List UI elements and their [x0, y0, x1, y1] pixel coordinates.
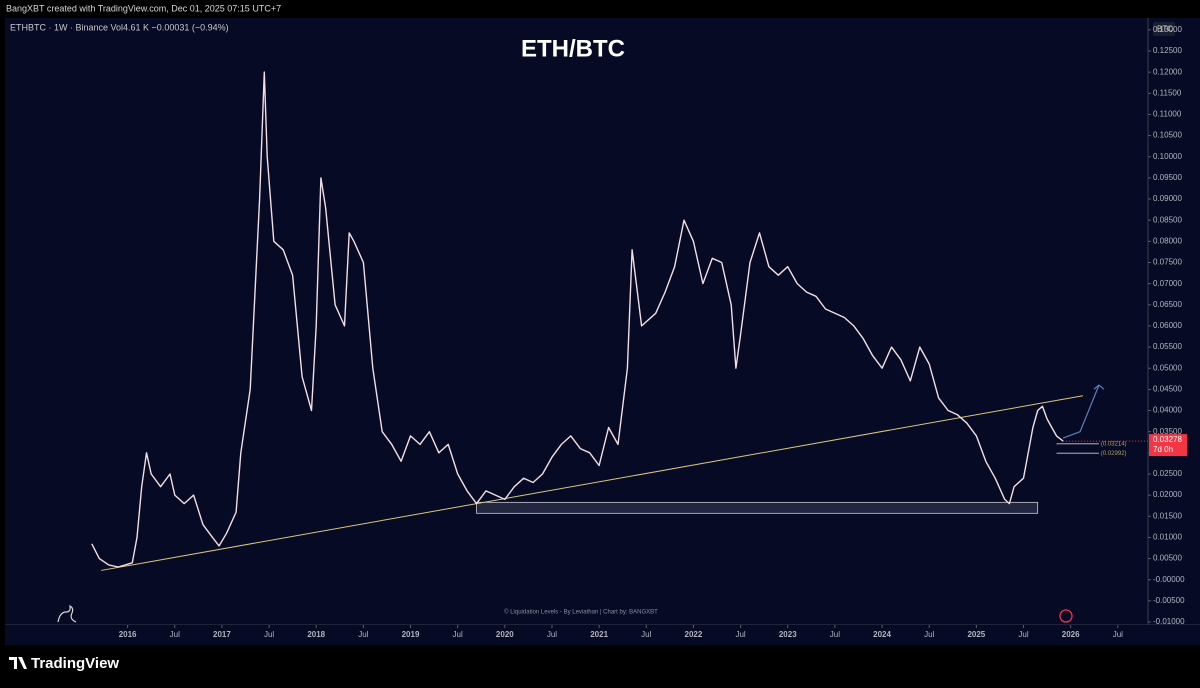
price-line	[91, 71, 1064, 568]
x-tick-label: 2025	[967, 630, 985, 639]
x-tick-label: Jul	[1018, 630, 1028, 639]
y-tick-label: 0.06000	[1153, 321, 1182, 330]
y-tick-label: 0.05500	[1153, 342, 1182, 351]
arrow-head	[1093, 384, 1105, 390]
chart-title: ETH/BTC	[521, 35, 625, 62]
x-tick-label: 2024	[873, 630, 891, 639]
y-tick-label: 0.08000	[1153, 236, 1182, 245]
y-tick-label: -0.00500	[1153, 596, 1185, 605]
x-tick-label: Jul	[170, 630, 180, 639]
x-tick-label: 2020	[496, 630, 514, 639]
x-tick-label: Jul	[547, 630, 557, 639]
brand-name: TradingView	[31, 655, 119, 672]
countdown: 7d 0h	[1153, 445, 1173, 454]
x-tick-label: Jul	[735, 630, 745, 639]
x-tick-label: 2026	[1062, 630, 1080, 639]
y-axis-label: BTC	[1157, 25, 1173, 34]
y-tick-label: 0.02000	[1153, 490, 1182, 499]
x-tick-label: 2019	[402, 630, 420, 639]
last-price-box	[1149, 434, 1187, 457]
y-tick-label: 0.04000	[1153, 406, 1182, 415]
brand-logo	[9, 657, 27, 669]
x-tick-label: 2021	[590, 630, 608, 639]
x-tick-label: Jul	[358, 630, 368, 639]
x-tick-label: Jul	[924, 630, 934, 639]
x-tick-label: 2023	[779, 630, 797, 639]
plot-area	[5, 18, 1148, 625]
event-icon	[1059, 609, 1073, 623]
y-tick-label: 0.09000	[1153, 194, 1182, 203]
y-tick-label: 0.01500	[1153, 511, 1182, 520]
y-tick-label: 0.00500	[1153, 554, 1182, 563]
y-tick-label: 0.12500	[1153, 46, 1182, 55]
y-tick-label: 0.11500	[1153, 88, 1182, 97]
x-tick-label: Jul	[453, 630, 463, 639]
y-tick-label: 0.03500	[1153, 427, 1182, 436]
y-tick-label: 0.11000	[1153, 110, 1182, 119]
symbol-info: ETHBTC · 1W · Binance Vol4.61 K −0.00031…	[10, 22, 229, 32]
support-zone	[476, 501, 1039, 514]
last-price-label: 0.03278	[1153, 435, 1182, 444]
plot-layer: (0.03214) (0.02992)	[91, 71, 1127, 571]
y-tick-label: 0.02500	[1153, 469, 1182, 478]
y-tick-label: 0.13000	[1153, 25, 1182, 34]
level-label: (0.02992)	[1101, 451, 1127, 457]
watermark: © Liquidation Levels - By Leviathan | Ch…	[504, 609, 658, 616]
logo-icon	[57, 604, 77, 623]
y-tick-label: -0.01000	[1153, 617, 1185, 626]
credit: BangXBT created with TradingView.com, De…	[6, 3, 281, 13]
y-tick-label: 0.10500	[1153, 131, 1182, 140]
y-tick-label: 0.08500	[1153, 215, 1182, 224]
y-tick-label: 0.12000	[1153, 67, 1182, 76]
price-axis	[1148, 18, 1200, 625]
time-axis	[5, 625, 1200, 645]
y-tick-label: 0.07500	[1153, 258, 1182, 267]
y-tick-label: 0.07000	[1153, 279, 1182, 288]
x-tick-label: Jul	[830, 630, 840, 639]
x-tick-label: 2016	[119, 630, 137, 639]
y-tick-label: -0.00000	[1153, 575, 1185, 584]
unit-badge	[1153, 22, 1175, 36]
x-tick-label: 2017	[213, 630, 231, 639]
y-tick-label: 0.06500	[1153, 300, 1182, 309]
level-label: (0.03214)	[1101, 441, 1127, 447]
y-tick-label: 0.10000	[1153, 152, 1182, 161]
x-tick-label: Jul	[641, 630, 651, 639]
y-tick-label: 0.09500	[1153, 173, 1182, 182]
x-tick-label: Jul	[264, 630, 274, 639]
x-tick-label: 2022	[685, 630, 703, 639]
y-tick-label: 0.04500	[1153, 385, 1182, 394]
projection	[1062, 384, 1100, 439]
x-tick-label: 2018	[307, 630, 325, 639]
y-tick-label: 0.05000	[1153, 363, 1182, 372]
y-tick-label: 0.01000	[1153, 533, 1182, 542]
trend-line	[101, 395, 1084, 571]
x-tick-label: Jul	[1113, 630, 1123, 639]
